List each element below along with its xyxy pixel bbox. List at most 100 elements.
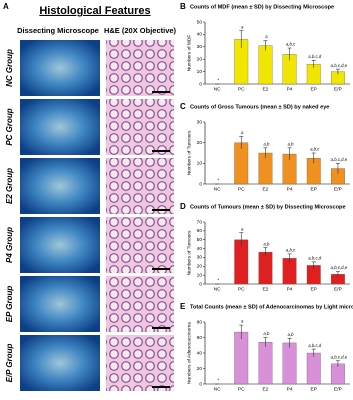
bar [282,342,297,385]
group-label: EP Group [5,286,14,323]
dissecting-image [20,158,100,214]
x-tick-label: EP [311,286,317,292]
significance-label: a,b [288,141,295,146]
significance-label: a [241,226,244,231]
panel-letter: B [180,2,186,11]
y-tick-label: 0 [199,81,202,87]
column-header: H&E (20X Objective) [104,26,177,35]
image-rows: NC Group PC Group E2 Group P4 Group EP Group… [5,40,174,391]
bar [306,352,321,385]
y-tick-label: 60 [197,228,203,234]
significance-label: * [217,278,219,283]
significance-label: a,b,c,d [308,255,322,260]
y-tick-label: 50 [197,19,203,25]
x-tick-label: P4 [287,86,293,92]
chart-title: Counts of Tumours (mean ± SD) by Dissect… [190,204,346,210]
he-image [106,40,174,96]
x-tick-label: E2 [262,286,268,292]
significance-label: a [241,24,244,29]
y-axis-label: Numbers of Adenocarcinoma [186,322,192,384]
significance-label: a [265,34,268,39]
significance-label: a,b [263,241,270,246]
x-tick-label: PC [238,186,245,192]
panel-letter: E [180,302,186,311]
significance-label: a,b,c [286,248,296,253]
chart-title: Total Counts (mean ± SD) of Adenocarcino… [190,304,353,310]
x-tick-label: EP [311,386,317,392]
dissecting-image [20,40,100,96]
bar [258,251,273,285]
x-tick-label: PC [238,386,245,392]
y-tick-label: 30 [197,255,203,261]
significance-label: a,b,c,d,e [331,265,348,270]
y-tick-label: 0 [199,281,202,287]
group-label: E/P Group [5,343,14,382]
chart-title: Counts of Gross Tumours (mean ± SD) by n… [190,104,329,110]
significance-label: * [217,178,219,183]
x-tick-label: PC [238,286,245,292]
significance-label: a [241,130,244,135]
figure-title: Histological Features [39,5,150,17]
dissecting-image [20,99,100,155]
he-image [106,217,174,273]
group-label: NC Group [5,49,14,87]
x-tick-label: NC [214,386,221,392]
y-axis-label: Numbers of Tumours [186,130,192,175]
significance-label: a,b [263,141,270,146]
y-tick-label: 0 [199,181,202,187]
y-tick-label: 40 [197,32,203,38]
significance-label: a,b,c [286,42,296,47]
group-label: P4 Group [5,227,14,263]
y-tick-label: 20 [197,56,203,62]
significance-label: a,b,c,d [308,343,322,348]
x-tick-label: P4 [287,186,293,192]
y-tick-label: 50 [197,237,203,243]
y-tick-label: 30 [197,44,203,50]
dissecting-image [20,217,100,273]
column-header: Dissecting Microscope [17,26,99,35]
y-tick-label: 0 [199,381,202,387]
y-tick-label: 30 [197,119,203,125]
x-tick-label: E/P [334,286,342,292]
x-tick-label: NC [214,286,221,292]
y-tick-label: 20 [197,140,203,146]
x-tick-label: EP [311,86,317,92]
dissecting-image [20,335,100,391]
panel-letter: D [180,202,186,211]
y-tick-label: 40 [197,246,203,252]
he-image [106,158,174,214]
y-tick-label: 20 [197,264,203,270]
bar [234,331,249,385]
y-tick-label: 80 [197,319,203,325]
x-tick-label: EP [311,186,317,192]
panel-letter: A [3,2,9,11]
x-tick-label: E/P [334,86,342,92]
he-image [106,99,174,155]
y-tick-label: 40 [197,350,203,356]
significance-label: a,b,c [310,147,320,152]
significance-label: a,b,c,d,e [331,354,348,359]
x-tick-label: P4 [287,386,293,392]
bar [258,341,273,385]
y-axis-label: Numbers of MDF [186,35,192,72]
x-tick-label: NC [214,86,221,92]
group-label: E2 Group [5,168,14,204]
significance-label: a [241,319,244,324]
x-tick-label: P4 [287,286,293,292]
significance-label: * [217,78,219,83]
significance-label: a,b [288,332,295,337]
charts: B Counts of MDF (mean ± SD) by Dissecting… [180,2,353,392]
significance-label: a,b,c,d,e [331,157,348,162]
he-image [106,335,174,391]
x-tick-label: NC [214,186,221,192]
x-tick-label: PC [238,86,245,92]
significance-label: a,b,c,d [308,54,322,59]
y-tick-label: 10 [197,69,203,75]
significance-label: a,b [263,331,270,336]
y-axis-label: Numbers of Tumours [186,230,192,275]
panel-letter: C [180,102,186,111]
bar [258,45,273,85]
y-tick-label: 10 [197,272,203,278]
x-tick-label: E/P [334,386,342,392]
x-tick-label: E2 [262,386,268,392]
